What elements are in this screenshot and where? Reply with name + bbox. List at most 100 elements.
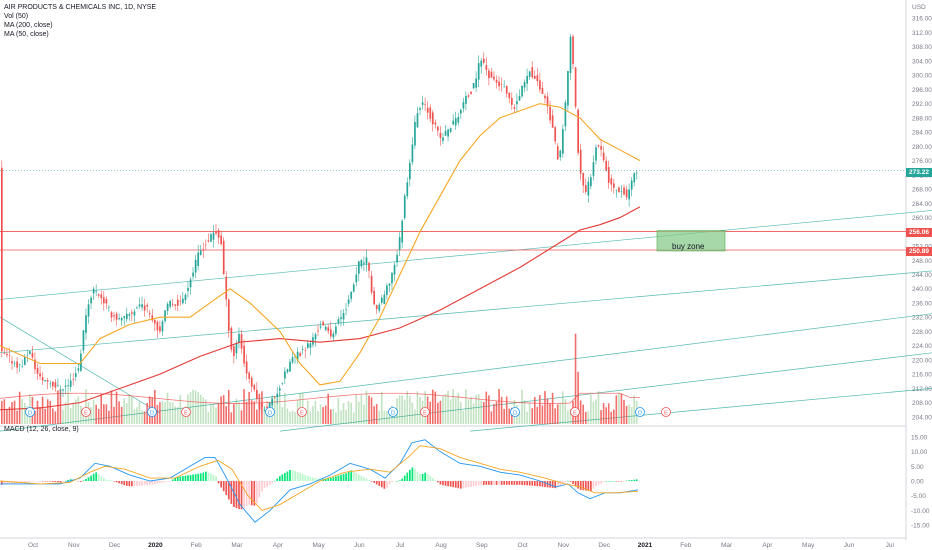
indicator-ma200[interactable]: MA (200, close) bbox=[4, 22, 53, 29]
candle[interactable] bbox=[472, 82, 475, 89]
candle[interactable] bbox=[179, 300, 182, 302]
candle[interactable] bbox=[309, 343, 312, 348]
candle[interactable] bbox=[273, 396, 276, 398]
candle[interactable] bbox=[597, 145, 600, 147]
candle[interactable] bbox=[13, 363, 16, 364]
candle[interactable] bbox=[429, 107, 432, 119]
candle[interactable] bbox=[146, 304, 149, 307]
candle[interactable] bbox=[574, 67, 577, 107]
candle[interactable] bbox=[161, 321, 164, 332]
candle[interactable] bbox=[324, 326, 327, 330]
candle[interactable] bbox=[380, 297, 383, 303]
candle[interactable] bbox=[490, 71, 493, 78]
candle[interactable] bbox=[618, 187, 620, 193]
candle[interactable] bbox=[253, 385, 256, 390]
candle[interactable] bbox=[411, 144, 414, 163]
earnings-marker[interactable] bbox=[297, 407, 307, 417]
candle[interactable] bbox=[233, 346, 235, 356]
candle[interactable] bbox=[85, 315, 87, 333]
candle[interactable] bbox=[113, 315, 115, 317]
candle[interactable] bbox=[159, 326, 161, 332]
candle[interactable] bbox=[416, 113, 419, 128]
candle[interactable] bbox=[342, 313, 345, 320]
candle[interactable] bbox=[92, 288, 95, 294]
candle[interactable] bbox=[291, 357, 294, 363]
candle[interactable] bbox=[227, 299, 230, 331]
candle[interactable] bbox=[220, 235, 222, 245]
candle[interactable] bbox=[403, 195, 406, 219]
candle[interactable] bbox=[67, 385, 69, 386]
candle[interactable] bbox=[541, 87, 544, 94]
candle[interactable] bbox=[605, 160, 608, 171]
candle[interactable] bbox=[635, 172, 638, 174]
candle[interactable] bbox=[238, 333, 240, 343]
candle[interactable] bbox=[452, 120, 455, 125]
candle[interactable] bbox=[268, 402, 271, 408]
candle[interactable] bbox=[386, 285, 388, 295]
candle[interactable] bbox=[516, 101, 518, 105]
candle[interactable] bbox=[360, 259, 363, 267]
candle[interactable] bbox=[59, 389, 62, 391]
candle[interactable] bbox=[335, 326, 337, 334]
candle[interactable] bbox=[199, 250, 202, 255]
candle[interactable] bbox=[184, 294, 187, 301]
candle[interactable] bbox=[49, 383, 52, 385]
candle[interactable] bbox=[286, 369, 289, 373]
candle[interactable] bbox=[143, 305, 146, 311]
candle[interactable] bbox=[444, 130, 447, 136]
candle[interactable] bbox=[151, 315, 154, 321]
dividend-marker[interactable] bbox=[388, 407, 398, 417]
candle[interactable] bbox=[256, 389, 258, 400]
candle[interactable] bbox=[1, 167, 3, 352]
candle[interactable] bbox=[628, 189, 630, 200]
candle[interactable] bbox=[97, 294, 100, 296]
candle[interactable] bbox=[396, 254, 398, 263]
candle[interactable] bbox=[500, 84, 503, 85]
trendline[interactable] bbox=[279, 352, 932, 432]
candle[interactable] bbox=[271, 398, 273, 406]
candle[interactable] bbox=[505, 86, 508, 94]
candle[interactable] bbox=[192, 272, 194, 277]
candle[interactable] bbox=[373, 290, 375, 305]
candle[interactable] bbox=[312, 337, 314, 345]
candle[interactable] bbox=[39, 373, 41, 377]
candle[interactable] bbox=[572, 36, 574, 64]
candle[interactable] bbox=[544, 95, 546, 99]
candle[interactable] bbox=[592, 162, 595, 176]
candle[interactable] bbox=[434, 122, 437, 125]
candle[interactable] bbox=[363, 262, 365, 264]
candle[interactable] bbox=[477, 63, 480, 80]
candle[interactable] bbox=[304, 350, 307, 352]
candle[interactable] bbox=[352, 284, 355, 292]
candle[interactable] bbox=[337, 319, 340, 323]
candle[interactable] bbox=[442, 137, 444, 141]
candle[interactable] bbox=[136, 307, 138, 309]
candle[interactable] bbox=[29, 351, 31, 354]
candle[interactable] bbox=[103, 297, 105, 304]
candle[interactable] bbox=[590, 177, 592, 187]
candle[interactable] bbox=[467, 95, 470, 97]
candle[interactable] bbox=[511, 97, 513, 105]
candle[interactable] bbox=[197, 252, 200, 266]
candle[interactable] bbox=[34, 359, 36, 370]
earnings-marker[interactable] bbox=[181, 407, 191, 417]
candle[interactable] bbox=[564, 102, 567, 127]
candle[interactable] bbox=[533, 75, 536, 79]
candle[interactable] bbox=[77, 368, 80, 371]
candle[interactable] bbox=[46, 380, 49, 382]
candle[interactable] bbox=[365, 257, 368, 264]
candle[interactable] bbox=[141, 304, 143, 308]
candle[interactable] bbox=[488, 70, 490, 79]
candle[interactable] bbox=[493, 76, 495, 80]
candle[interactable] bbox=[531, 67, 534, 78]
candle[interactable] bbox=[559, 150, 562, 158]
candle[interactable] bbox=[475, 78, 477, 88]
candle[interactable] bbox=[579, 149, 582, 174]
candle[interactable] bbox=[518, 95, 521, 101]
macd-legend[interactable]: MACD (12, 26, close, 9) bbox=[4, 426, 79, 433]
candle[interactable] bbox=[327, 327, 330, 332]
candle[interactable] bbox=[551, 115, 554, 128]
candle[interactable] bbox=[419, 108, 421, 110]
candle[interactable] bbox=[72, 379, 75, 380]
candle[interactable] bbox=[248, 372, 251, 379]
